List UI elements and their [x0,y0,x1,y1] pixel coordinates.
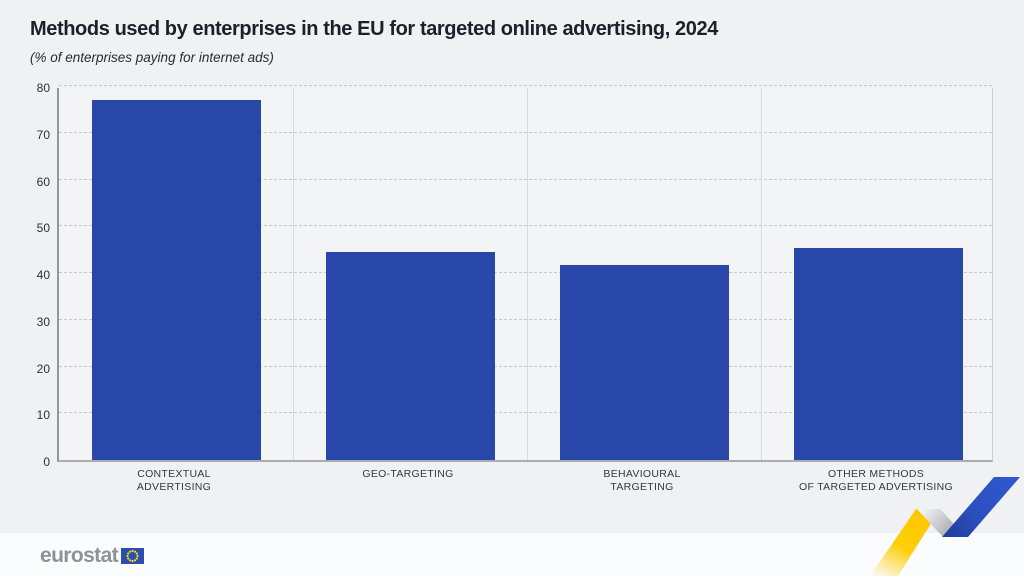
chart-title: Methods used by enterprises in the EU fo… [30,18,718,40]
gridline-60 [59,178,992,180]
x-axis-label-1: CONTEXTUAL ADVERTISING [136,468,212,493]
category-separator-3 [761,88,762,460]
gridline-10 [59,412,992,414]
gridline-80 [59,85,992,86]
x-axis-labels: CONTEXTUAL ADVERTISING GEO-TARGETING BEHAV… [57,468,993,510]
gridline-70 [59,131,992,133]
y-tick-label-10: 10 [36,408,50,423]
footer: eurostat [0,533,1024,576]
x-axis-label-2: GEO-TARGETING [362,468,454,480]
bar-3 [559,265,729,460]
y-tick-label-0: 0 [43,455,50,469]
category-separator-1 [293,88,294,460]
y-tick-label-50: 50 [36,221,50,236]
eu-flag-icon [121,548,145,564]
y-tick-label-60: 60 [36,174,50,189]
x-axis-label-3: BEHAVIOURAL TARGETING [603,468,681,493]
y-axis: 0 10 20 30 40 50 60 70 80 [14,81,50,469]
y-tick-label-40: 40 [36,268,50,282]
gridline-20 [59,365,992,367]
ribbon-decoration [870,477,1020,576]
x-axis-label-4: OTHER METHODS OF TARGETED ADVERTISING [799,468,953,493]
y-tick-label-80: 80 [36,81,50,95]
gridline-40 [59,272,992,273]
plot-area [57,85,993,462]
ribbon-blue-stripe [942,477,1020,537]
bar-4 [793,248,963,460]
gridline-50 [59,225,992,227]
y-tick-label-70: 70 [36,127,50,142]
eurostat-logo: eurostat [40,544,145,568]
y-tick-label-20: 20 [36,361,50,376]
eurostat-logo-text: eurostat [40,544,119,567]
ribbon-yellow-stripe [870,509,940,576]
chart-subtitle: (% of enterprises paying for internet ad… [30,50,274,65]
category-separator-2 [527,88,528,460]
y-tick-label-30: 30 [36,314,50,329]
gridline-30 [59,318,992,320]
bar-1 [91,100,261,460]
bar-2 [325,252,495,460]
